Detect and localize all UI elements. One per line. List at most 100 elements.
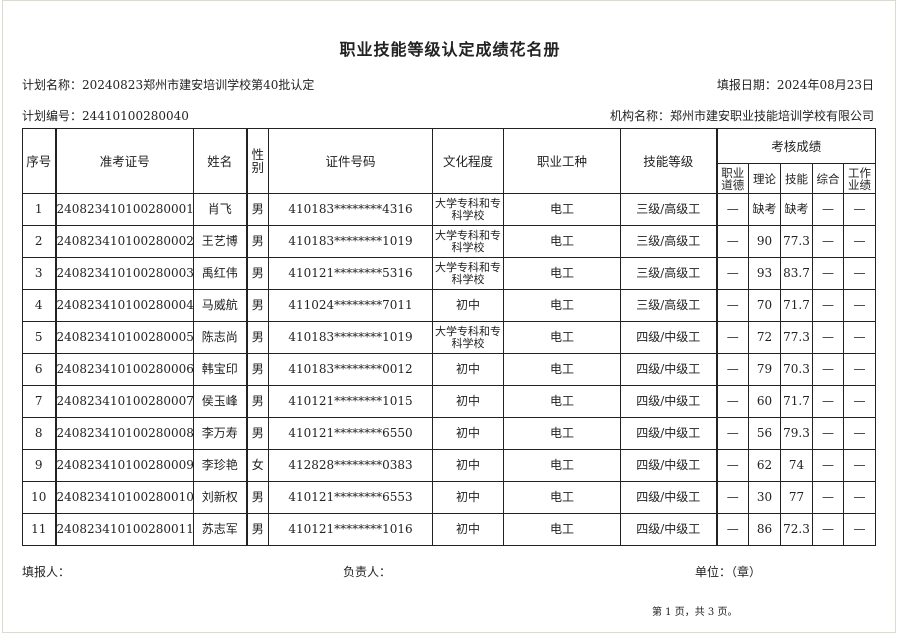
cell-seq: 4 bbox=[22, 289, 56, 322]
cell-theory: 60 bbox=[748, 385, 781, 418]
cell-occupation: 电工 bbox=[503, 289, 621, 322]
header-theory: 理论 bbox=[748, 163, 781, 194]
header-gender: 性别 bbox=[245, 128, 269, 194]
cell-occupation: 电工 bbox=[503, 417, 621, 450]
cell-ethics: — bbox=[715, 449, 749, 482]
cell-id: 410183********0012 bbox=[268, 353, 433, 386]
cell-gender: 男 bbox=[245, 225, 269, 258]
cell-theory: 90 bbox=[748, 225, 781, 258]
cell-skill: 71.7 bbox=[780, 385, 813, 418]
cell-overall: — bbox=[812, 257, 844, 290]
org-name: 机构名称：郑州市建安职业技能培训学校有限公司 bbox=[609, 109, 874, 123]
cell-education: 初中 bbox=[432, 481, 504, 514]
cell-ethics: — bbox=[715, 225, 749, 258]
cell-name: 肖飞 bbox=[193, 193, 247, 226]
cell-education: 大学专科和专科学校 bbox=[432, 257, 504, 290]
header-work: 工作业绩 bbox=[842, 163, 877, 194]
cell-overall: — bbox=[812, 481, 844, 514]
cell-theory: 30 bbox=[748, 481, 781, 514]
cell-gender: 男 bbox=[245, 289, 269, 322]
cell-ethics: — bbox=[715, 353, 749, 386]
header-level: 技能等级 bbox=[620, 128, 717, 194]
cell-overall: — bbox=[812, 513, 844, 546]
document-title: 职业技能等级认定成绩花名册 bbox=[339, 40, 561, 59]
cell-gender: 男 bbox=[245, 257, 269, 290]
cell-occupation: 电工 bbox=[503, 225, 621, 258]
cell-education: 初中 bbox=[432, 417, 504, 450]
cell-name: 李万寿 bbox=[193, 417, 247, 450]
cell-ticket: 240823410100280002 bbox=[54, 225, 194, 258]
cell-work: — bbox=[842, 193, 877, 226]
cell-work: — bbox=[842, 417, 877, 450]
cell-education: 初中 bbox=[432, 513, 504, 546]
cell-ethics: — bbox=[715, 481, 749, 514]
cell-overall: — bbox=[812, 449, 844, 482]
table-row: 11 240823410100280011 苏志军男 410121********10… bbox=[22, 513, 877, 546]
table-row: 9 240823410100280009 李珍艳女 412828********038… bbox=[22, 449, 877, 482]
cell-id: 412828********0383 bbox=[268, 449, 433, 482]
cell-work: — bbox=[842, 513, 877, 546]
cell-seq: 6 bbox=[22, 353, 56, 386]
cell-gender: 男 bbox=[245, 321, 269, 354]
header-id: 证件号码 bbox=[268, 128, 433, 194]
cell-occupation: 电工 bbox=[503, 385, 621, 418]
cell-name: 李珍艳 bbox=[193, 449, 247, 482]
cell-skill: 77.3 bbox=[780, 321, 813, 354]
cell-level: 四级/中级工 bbox=[620, 385, 717, 418]
plan-number: 计划编号：24410100280040 bbox=[22, 109, 189, 123]
cell-occupation: 电工 bbox=[503, 449, 621, 482]
cell-occupation: 电工 bbox=[503, 257, 621, 290]
table-row: 3 240823410100280003 禹红伟男 410121********531… bbox=[22, 257, 877, 290]
cell-skill: 缺考 bbox=[780, 193, 813, 226]
table-row: 1 240823410100280001 肖飞男 410183********4316… bbox=[22, 193, 877, 226]
cell-level: 四级/中级工 bbox=[620, 417, 717, 450]
cell-id: 411024********7011 bbox=[268, 289, 433, 322]
cell-occupation: 电工 bbox=[503, 321, 621, 354]
cell-skill: 77.3 bbox=[780, 225, 813, 258]
table-row: 5 240823410100280005 陈志尚男 410183********101… bbox=[22, 321, 877, 354]
cell-seq: 10 bbox=[22, 481, 56, 514]
header-ethics: 职业道德 bbox=[715, 163, 749, 194]
responsible-label: 负责人： bbox=[343, 565, 392, 579]
cell-name: 韩宝印 bbox=[193, 353, 247, 386]
cell-level: 四级/中级工 bbox=[620, 449, 717, 482]
cell-education: 初中 bbox=[432, 353, 504, 386]
cell-occupation: 电工 bbox=[503, 513, 621, 546]
cell-occupation: 电工 bbox=[503, 193, 621, 226]
filler-label: 填报人： bbox=[22, 565, 71, 579]
cell-id: 410121********6550 bbox=[268, 417, 433, 450]
header-overall: 综合 bbox=[812, 163, 844, 194]
cell-ethics: — bbox=[715, 513, 749, 546]
header-skill: 技能 bbox=[780, 163, 813, 194]
cell-theory: 72 bbox=[748, 321, 781, 354]
cell-level: 三级/高级工 bbox=[620, 225, 717, 258]
cell-occupation: 电工 bbox=[503, 481, 621, 514]
cell-work: — bbox=[842, 481, 877, 514]
cell-ethics: — bbox=[715, 193, 749, 226]
header-ticket: 准考证号 bbox=[54, 128, 194, 194]
cell-work: — bbox=[842, 225, 877, 258]
cell-theory: 79 bbox=[748, 353, 781, 386]
cell-education: 初中 bbox=[432, 385, 504, 418]
table-row: 10 240823410100280010 刘新权男 410121********65… bbox=[22, 481, 877, 514]
cell-skill: 71.7 bbox=[780, 289, 813, 322]
cell-ticket: 240823410100280006 bbox=[54, 353, 194, 386]
cell-seq: 2 bbox=[22, 225, 56, 258]
table-row: 7 240823410100280007 侯玉峰男 410121********101… bbox=[22, 385, 877, 418]
cell-overall: — bbox=[812, 321, 844, 354]
cell-work: — bbox=[842, 289, 877, 322]
cell-ethics: — bbox=[715, 257, 749, 290]
cell-gender: 男 bbox=[245, 417, 269, 450]
cell-id: 410121********1016 bbox=[268, 513, 433, 546]
cell-theory: 70 bbox=[748, 289, 781, 322]
cell-ethics: — bbox=[715, 321, 749, 354]
plan-name: 计划名称：20240823郑州市建安培训学校第40批认定 bbox=[22, 78, 315, 92]
cell-skill: 83.7 bbox=[780, 257, 813, 290]
cell-level: 三级/高级工 bbox=[620, 193, 717, 226]
page-indicator: 第 1 页，共 3 页。 bbox=[652, 607, 738, 618]
cell-gender: 男 bbox=[245, 481, 269, 514]
cell-education: 大学专科和专科学校 bbox=[432, 193, 504, 226]
cell-name: 马威航 bbox=[193, 289, 247, 322]
cell-theory: 62 bbox=[748, 449, 781, 482]
